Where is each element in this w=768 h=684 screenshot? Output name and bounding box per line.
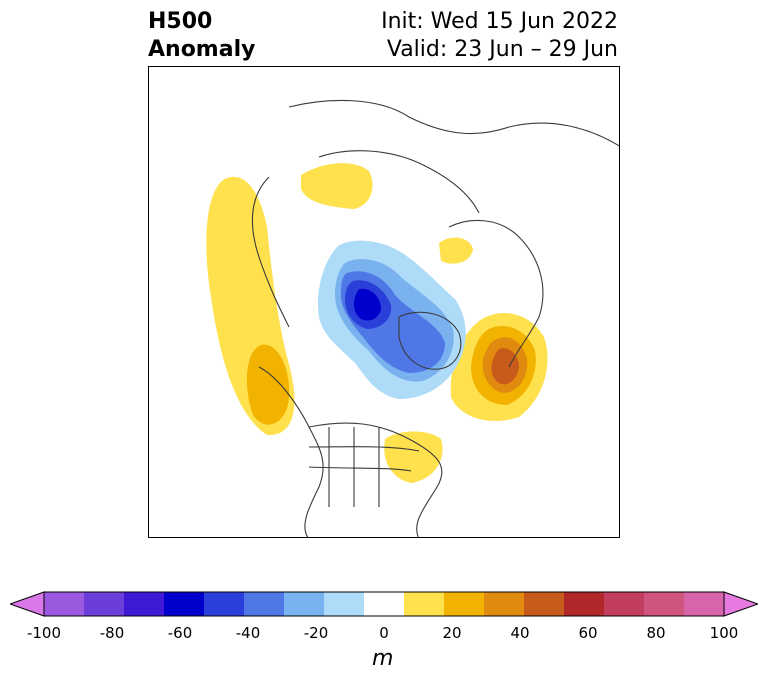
- tick-label: 100: [709, 624, 739, 642]
- colorbar-bin: [324, 592, 365, 616]
- colorbar-bin: [84, 592, 125, 616]
- colorbar-bin: [44, 592, 85, 616]
- ridge-great-lakes: [384, 431, 443, 483]
- title-variable: H500: [148, 9, 213, 34]
- colorbar-max-arrow: [723, 591, 758, 617]
- colorbar-bin: [644, 592, 685, 616]
- colorbar-frame: [43, 591, 725, 617]
- ridge-scandinavia: [439, 237, 473, 264]
- tick-label: -100: [26, 624, 62, 642]
- trough-polar: [317, 240, 466, 399]
- colorbar-bin: [204, 592, 245, 616]
- colorbar-bin: [444, 592, 485, 616]
- title-field: Anomaly: [148, 37, 256, 62]
- colorbar-bin: [564, 592, 605, 616]
- tick-label: 40: [510, 624, 530, 642]
- init-date: Init: Wed 15 Jun 2022: [381, 9, 618, 34]
- map-panel: [148, 66, 620, 538]
- colorbar-bin: [124, 592, 165, 616]
- tick-label: 80: [646, 624, 666, 642]
- valid-range: Valid: 23 Jun – 29 Jun: [386, 37, 618, 62]
- colorbar-bin: [244, 592, 285, 616]
- colorbar: [10, 591, 758, 617]
- ridge-siberia: [301, 163, 373, 209]
- coastlines: [251, 99, 619, 537]
- colorbar-unit: m: [372, 646, 394, 671]
- tick-label: -60: [167, 624, 193, 642]
- ridge-north-atlantic: [450, 313, 548, 421]
- tick-label: -80: [99, 624, 125, 642]
- title-right: Init: Wed 15 Jun 2022 Valid: 23 Jun – 29…: [381, 8, 618, 64]
- tick-label: -40: [235, 624, 261, 642]
- tick-label: 0: [379, 624, 389, 642]
- tick-label: 60: [578, 624, 598, 642]
- colorbar-ticks: -100 -80 -60 -40 -20 0 20 40 60 80 100: [0, 624, 768, 644]
- ridge-west-coast: [206, 176, 295, 436]
- title-left: H500 Anomaly: [148, 8, 255, 64]
- colorbar-bin: [284, 592, 325, 616]
- colorbar-bin: [404, 592, 445, 616]
- colorbar-bin: [364, 592, 405, 616]
- tick-label: 20: [442, 624, 462, 642]
- colorbar-bin: [484, 592, 525, 616]
- anomaly-map: [206, 99, 619, 537]
- colorbar-min-arrow: [10, 591, 45, 617]
- colorbar-bin: [604, 592, 645, 616]
- colorbar-bin: [524, 592, 565, 616]
- colorbar-bin: [684, 592, 725, 616]
- tick-label: -20: [303, 624, 329, 642]
- colorbar-bin: [164, 592, 205, 616]
